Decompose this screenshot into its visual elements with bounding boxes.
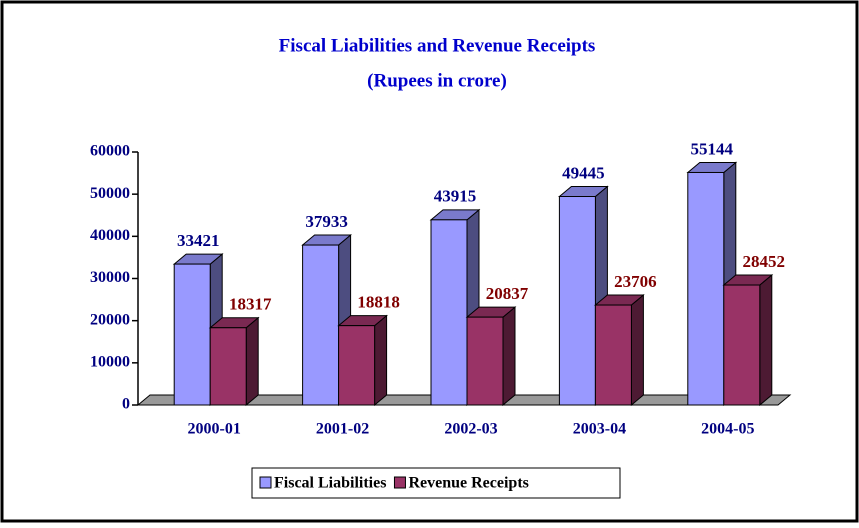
bar (302, 244, 340, 406)
bar-side (630, 293, 644, 407)
bar (466, 316, 504, 406)
y-tick-label: 60000 (90, 143, 130, 160)
value-label: 18317 (229, 295, 272, 314)
bar-side (502, 306, 516, 407)
value-label: 33421 (177, 231, 220, 250)
value-label: 55144 (691, 139, 734, 158)
bar-side (374, 314, 388, 407)
legend-label: Revenue Receipts (408, 475, 528, 492)
bar (209, 327, 247, 406)
y-tick-label: 30000 (90, 269, 130, 286)
bar-side (759, 273, 773, 407)
value-label: 28452 (743, 252, 786, 271)
value-label: 43915 (434, 187, 477, 206)
bar (594, 304, 632, 406)
x-tick-label: 2003-04 (573, 421, 626, 438)
legend-swatch (393, 476, 406, 489)
y-tick-label: 50000 (90, 185, 130, 202)
legend-swatch (259, 476, 272, 489)
bar (338, 325, 376, 406)
y-tick-label: 0 (122, 396, 130, 413)
chart-subtitle: (Rupees in crore) (367, 70, 507, 91)
legend-box (251, 467, 621, 499)
value-label: 37933 (305, 212, 348, 231)
value-label: 49445 (562, 163, 605, 182)
x-tick-label: 2004-05 (701, 421, 754, 438)
bar (687, 171, 725, 406)
y-tick-label: 40000 (90, 227, 130, 244)
y-tick-label: 20000 (90, 311, 130, 328)
bar-side (245, 316, 259, 407)
value-label: 20837 (486, 284, 529, 303)
value-label: 23706 (614, 272, 657, 291)
legend-label: Fiscal Liabilities (274, 475, 386, 492)
bar (558, 196, 596, 406)
bar (723, 284, 761, 406)
bar (173, 263, 211, 406)
value-label: 18818 (357, 293, 400, 312)
x-tick-label: 2001-02 (316, 421, 369, 438)
x-tick-label: 2000-01 (188, 421, 241, 438)
bar (430, 219, 468, 406)
x-tick-label: 2002-03 (444, 421, 497, 438)
y-tick-label: 10000 (90, 354, 130, 371)
chart-title: Fiscal Liabilities and Revenue Receipts (279, 35, 596, 56)
